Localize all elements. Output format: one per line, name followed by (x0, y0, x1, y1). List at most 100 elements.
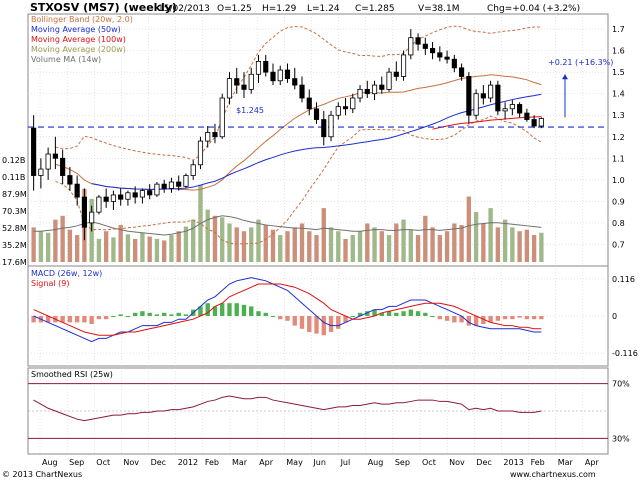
candle-body (400, 54, 407, 77)
candle-body (219, 97, 225, 138)
volume-bar (299, 223, 305, 262)
macd-histogram-bar (67, 316, 73, 323)
volume-tick-label: 87.9M (2, 190, 27, 199)
volume-bar (430, 227, 435, 262)
macd-histogram-bar (357, 312, 363, 316)
legend-ma50: Moving Average (50w) (31, 25, 121, 34)
candle-body (415, 37, 421, 45)
volume-bar (183, 226, 189, 262)
volume-bar (444, 231, 450, 262)
price-tick-label: 0.9 (612, 197, 625, 206)
candle-body (335, 106, 341, 116)
macd-histogram-bar (466, 316, 472, 326)
volume-tick-label: 17.6M (2, 258, 27, 267)
x-tick-label: Jul (340, 458, 351, 467)
volume-bar (386, 235, 392, 262)
volume-bar (350, 235, 355, 262)
volume-bar (481, 223, 486, 262)
volume-bar (154, 238, 160, 262)
candle-body (292, 78, 298, 86)
candle-body (429, 48, 436, 54)
candle-body (110, 194, 116, 202)
volume-tick-label: 0.11B (2, 173, 25, 182)
volume-bar (38, 231, 44, 262)
candle-body (342, 106, 349, 110)
volume-bar (67, 229, 73, 262)
candle-body (531, 119, 537, 127)
candle-body (38, 168, 44, 176)
candle-body (480, 93, 486, 99)
macd-histogram-bar (205, 303, 210, 316)
x-tick-label: Aug (42, 458, 58, 467)
legend-bollinger: Bollinger Band (20w, 2.0) (31, 15, 133, 24)
macd-histogram-bar (111, 316, 116, 317)
volume-bar (401, 219, 406, 262)
macd-histogram-bar (82, 316, 87, 323)
macd-histogram-bar (502, 316, 508, 320)
volume-bar (249, 227, 254, 262)
candle-body (197, 140, 204, 166)
candle-body (161, 183, 167, 189)
candle-body (509, 104, 515, 110)
x-tick-label: Feb (531, 458, 545, 467)
candle-body (118, 194, 124, 200)
macd-histogram-bar (372, 309, 377, 316)
volume-bar (343, 238, 348, 262)
volume-bar (321, 208, 326, 262)
macd-histogram-bar (524, 316, 530, 320)
volume-bar (278, 235, 283, 262)
macd-histogram-bar (169, 314, 174, 316)
candle-body (154, 183, 160, 196)
x-tick-label: 2013 (503, 458, 523, 467)
volume-bar (60, 215, 65, 262)
price-tick-label: 1.7 (612, 25, 625, 34)
x-tick-label: May (286, 458, 303, 467)
header-high: H=1.29 (262, 4, 297, 14)
macd-title: MACD (26w, 12w) (31, 269, 102, 278)
volume-bar (531, 235, 537, 262)
legend-ma100: Moving Average (100w) (31, 35, 126, 44)
volume-bar (96, 238, 102, 262)
macd-histogram-bar (118, 314, 123, 316)
price-tick-label: 0.7 (612, 240, 625, 249)
x-tick-label: Mar (232, 458, 248, 467)
macd-histogram-bar (430, 316, 435, 317)
volume-bar (415, 235, 421, 262)
macd-histogram-bar (488, 316, 493, 323)
volume-bar (205, 209, 210, 262)
rsi-tick-label: 70% (612, 380, 630, 389)
macd-histogram-bar (103, 316, 109, 320)
volume-bar (408, 229, 413, 262)
candle-body (60, 157, 66, 176)
candle-body (234, 78, 240, 86)
macd-histogram-bar (154, 314, 160, 316)
volume-bar (437, 235, 442, 262)
candle-body (444, 56, 450, 60)
candle-body (96, 196, 102, 213)
header-change: Chg=+0.04 (+3.2%) (487, 4, 580, 14)
volume-bar (357, 231, 363, 262)
macd-histogram-bar (176, 312, 181, 316)
macd-tick-label: 0 (612, 312, 617, 321)
candle-body (364, 88, 370, 95)
volume-bar (524, 229, 530, 262)
x-tick-label: Oct (96, 458, 110, 467)
macd-histogram-bar (408, 309, 413, 316)
price-tick-label: 1.3 (612, 111, 625, 120)
macd-histogram-bar (452, 316, 457, 323)
copyright-text: © 2013 ChartNexus (2, 470, 82, 479)
macd-tick-label: -0.116 (612, 349, 638, 358)
candle-body (408, 37, 414, 56)
volume-bar (45, 232, 51, 262)
candle-body (248, 73, 254, 90)
price-tick-label: 1.0 (612, 176, 625, 185)
macd-histogram-bar (45, 316, 51, 323)
macd-histogram-bar (437, 316, 442, 320)
x-tick-label: Aug (368, 458, 384, 467)
volume-bar (111, 237, 116, 262)
macd-histogram-bar (234, 303, 239, 316)
rsi-tick-label: 30% (612, 434, 630, 443)
candle-body (31, 127, 37, 176)
x-tick-label: Dec (476, 458, 491, 467)
macd-histogram-bar (473, 316, 479, 326)
